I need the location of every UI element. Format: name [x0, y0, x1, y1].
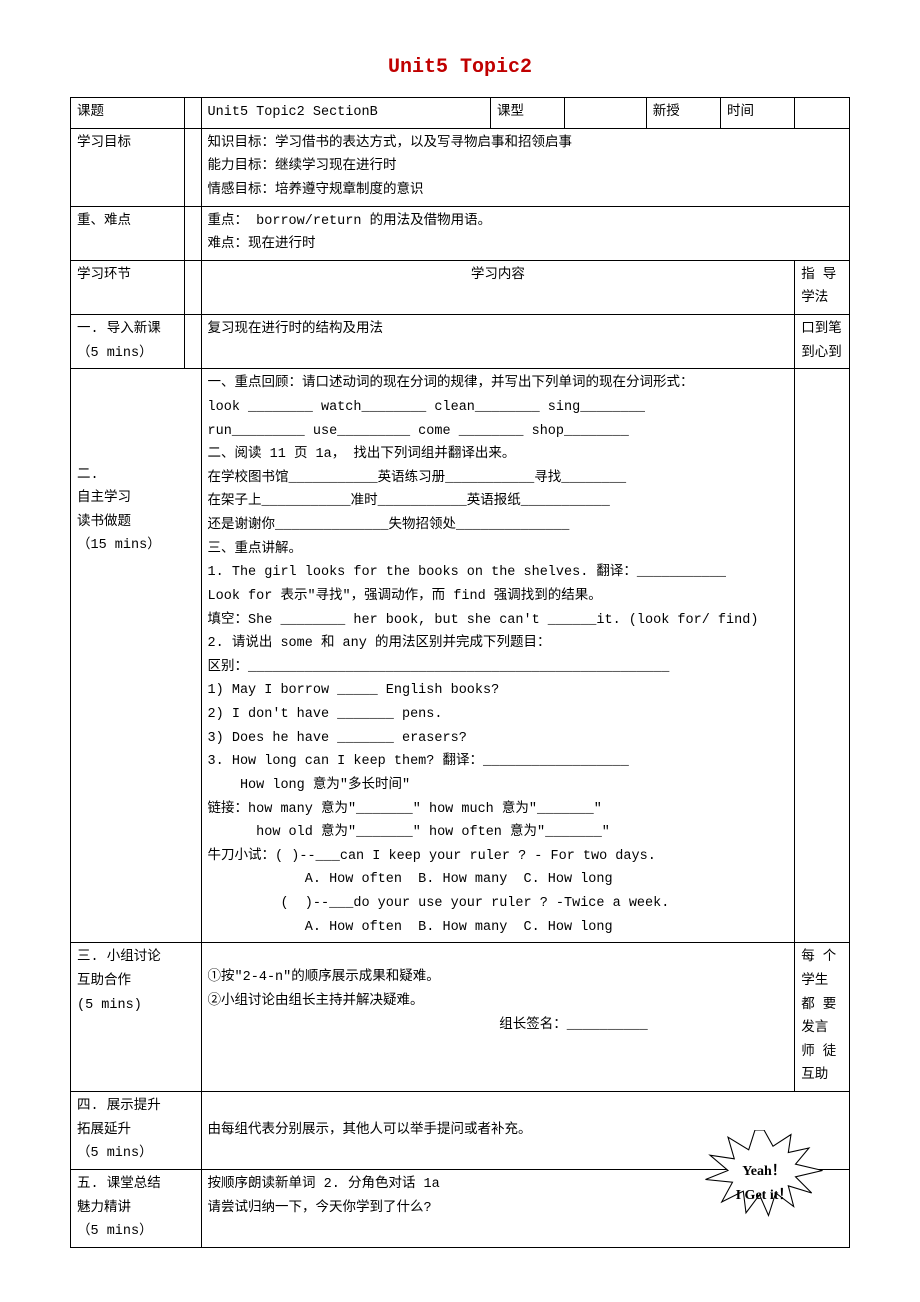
c1: 一、重点回顾：请口述动词的现在分词的规律，并写出下列单词的现在分词形式： [208, 372, 789, 396]
sec2-content: 一、重点回顾：请口述动词的现在分词的规律，并写出下列单词的现在分词形式： loo… [201, 369, 795, 943]
label-keypoints: 重、难点 [71, 206, 185, 260]
c13: 区别：_____________________________________… [208, 656, 789, 680]
c18: How long 意为"多长时间" [208, 774, 789, 798]
c11: 填空：She ________ her book, but she can't … [208, 609, 789, 633]
lesson-table: 课题 Unit5 Topic2 SectionB 课型 新授 时间 学习目标 知… [70, 97, 850, 1248]
c20: how old 意为"_______" how often 意为"_______… [208, 821, 789, 845]
starburst-wrapper: Yeah！ I Get it！ [699, 1130, 829, 1230]
sec4-label: 四. 展示提升 拓展延升 （5 mins） [71, 1092, 202, 1170]
keypoints-content: 重点： borrow/return 的用法及借物用语。 难点：现在进行时 [201, 206, 849, 260]
s3-l1: 三. 小组讨论 [77, 946, 195, 970]
c6: 在架子上___________准时___________英语报纸________… [208, 490, 789, 514]
sec2-l2: 自主学习 [77, 487, 195, 511]
s4-l2: 拓展延升 [77, 1119, 195, 1143]
c17: 3. How long can I keep them? 翻译：________… [208, 750, 789, 774]
env-content: 学习内容 [201, 260, 795, 314]
env-row: 学习环节 学习内容 指 导 学法 [71, 260, 850, 314]
label-shijian: 时间 [720, 98, 794, 129]
spacer [184, 128, 201, 206]
c23: ( )--___do your use your ruler ? -Twice … [208, 892, 789, 916]
s4c: 由每组代表分别展示，其他人可以举手提问或者补充。 [208, 1123, 532, 1138]
empty [565, 98, 647, 129]
s5-l1: 五. 课堂总结 [77, 1173, 195, 1197]
c24: A. How often B. How many C. How long [208, 916, 789, 940]
c16: 3) Does he have _______ erasers? [208, 727, 789, 751]
kp-line1: 重点： borrow/return 的用法及借物用语。 [208, 210, 843, 234]
sec2-l3: 读书做题 [77, 511, 195, 535]
empty [795, 98, 850, 129]
c2: look ________ watch________ clean_______… [208, 396, 789, 420]
page-title: Unit5 Topic2 [70, 50, 850, 85]
obj-line2: 能力目标：继续学习现在进行时 [208, 155, 843, 179]
spacer [184, 315, 201, 369]
c19: 链接：how many 意为"_______" how much 意为"____… [208, 798, 789, 822]
sec3-label: 三. 小组讨论 互助合作 (5 mins) [71, 943, 202, 1092]
sec5-label: 五. 课堂总结 魅力精讲 （5 mins） [71, 1169, 202, 1247]
sec2-l4: （15 mins） [77, 534, 195, 558]
c7: 还是谢谢你______________失物招领处______________ [208, 514, 789, 538]
s4-l1: 四. 展示提升 [77, 1095, 195, 1119]
sec2-row: 二. 自主学习 读书做题 （15 mins） 一、重点回顾：请口述动词的现在分词… [71, 369, 850, 943]
header-row-1: 课题 Unit5 Topic2 SectionB 课型 新授 时间 [71, 98, 850, 129]
sec1-label: 一. 导入新课 （5 mins） [71, 315, 185, 369]
s5-l3: （5 mins） [77, 1220, 195, 1244]
sec5-row: 五. 课堂总结 魅力精讲 （5 mins） 按顺序朗读新单词 2. 分角色对话 … [71, 1169, 850, 1247]
kp-line2: 难点：现在进行时 [208, 233, 843, 257]
c5: 在学校图书馆___________英语练习册___________寻找_____… [208, 467, 789, 491]
c8: 三、重点讲解。 [208, 538, 789, 562]
spacer [184, 98, 201, 129]
c9: 1. The girl looks for the books on the s… [208, 561, 789, 585]
sec1-l2: （5 mins） [77, 342, 178, 366]
s3c3: 组长签名：__________ [208, 1014, 789, 1038]
sb-l2: I Get it！ [719, 1184, 809, 1209]
s4-l3: （5 mins） [77, 1142, 195, 1166]
label-kexing: 课型 [490, 98, 564, 129]
sec3-content: ①按"2-4-n"的顺序展示成果和疑难。 ②小组讨论由组长主持并解决疑难。 组长… [201, 943, 795, 1092]
sec3-row: 三. 小组讨论 互助合作 (5 mins) ①按"2-4-n"的顺序展示成果和疑… [71, 943, 850, 1092]
label-env: 学习环节 [71, 260, 185, 314]
c14: 1) May I borrow _____ English books? [208, 679, 789, 703]
obj-line3: 情感目标：培养遵守规章制度的意识 [208, 179, 843, 203]
sec1-l1: 一. 导入新课 [77, 318, 178, 342]
val-xinshou: 新授 [646, 98, 720, 129]
sec2-l1: 二. [77, 464, 195, 488]
sec3-guide: 每 个 学生 都 要发言 师 徒 互助 [795, 943, 850, 1092]
c12: 2. 请说出 some 和 any 的用法区别并完成下列题目： [208, 632, 789, 656]
spacer [184, 206, 201, 260]
objectives-row: 学习目标 知识目标：学习借书的表达方式，以及写寻物启事和招领启事 能力目标：继续… [71, 128, 850, 206]
objectives-content: 知识目标：学习借书的表达方式，以及写寻物启事和招领启事 能力目标：继续学习现在进… [201, 128, 849, 206]
env-guide: 指 导 学法 [795, 260, 850, 314]
c15: 2) I don't have _______ pens. [208, 703, 789, 727]
s3-l2: 互助合作 [77, 970, 195, 994]
c21: 牛刀小试：( )--___can I keep your ruler ? - F… [208, 845, 789, 869]
keypoints-row: 重、难点 重点： borrow/return 的用法及借物用语。 难点：现在进行… [71, 206, 850, 260]
sec5-content: 按顺序朗读新单词 2. 分角色对话 1a 请尝试归纳一下，今天你学到了什么? Y… [201, 1169, 849, 1247]
s3c1: ①按"2-4-n"的顺序展示成果和疑难。 [208, 966, 789, 990]
label-objectives: 学习目标 [71, 128, 185, 206]
s3-l3: (5 mins) [77, 994, 195, 1018]
sec1-content: 复习现在进行时的结构及用法 [201, 315, 795, 369]
c4: 二、阅读 11 页 1a， 找出下列词组并翻译出来。 [208, 443, 789, 467]
c22: A. How often B. How many C. How long [208, 868, 789, 892]
sec2-guide [795, 369, 850, 943]
starburst-text: Yeah！ I Get it！ [719, 1160, 809, 1209]
val-unit: Unit5 Topic2 SectionB [201, 98, 490, 129]
label-keti: 课题 [71, 98, 185, 129]
sb-l1: Yeah！ [719, 1160, 809, 1185]
s5-l2: 魅力精讲 [77, 1197, 195, 1221]
c3: run_________ use_________ come ________ … [208, 420, 789, 444]
sec1-guide: 口到笔到心到 [795, 315, 850, 369]
sec1-row: 一. 导入新课 （5 mins） 复习现在进行时的结构及用法 口到笔到心到 [71, 315, 850, 369]
obj-line1: 知识目标：学习借书的表达方式，以及写寻物启事和招领启事 [208, 132, 843, 156]
c10: Look for 表示"寻找"，强调动作，而 find 强调找到的结果。 [208, 585, 789, 609]
s3c2: ②小组讨论由组长主持并解决疑难。 [208, 990, 789, 1014]
spacer [184, 260, 201, 314]
sec2-label: 二. 自主学习 读书做题 （15 mins） [71, 369, 202, 943]
